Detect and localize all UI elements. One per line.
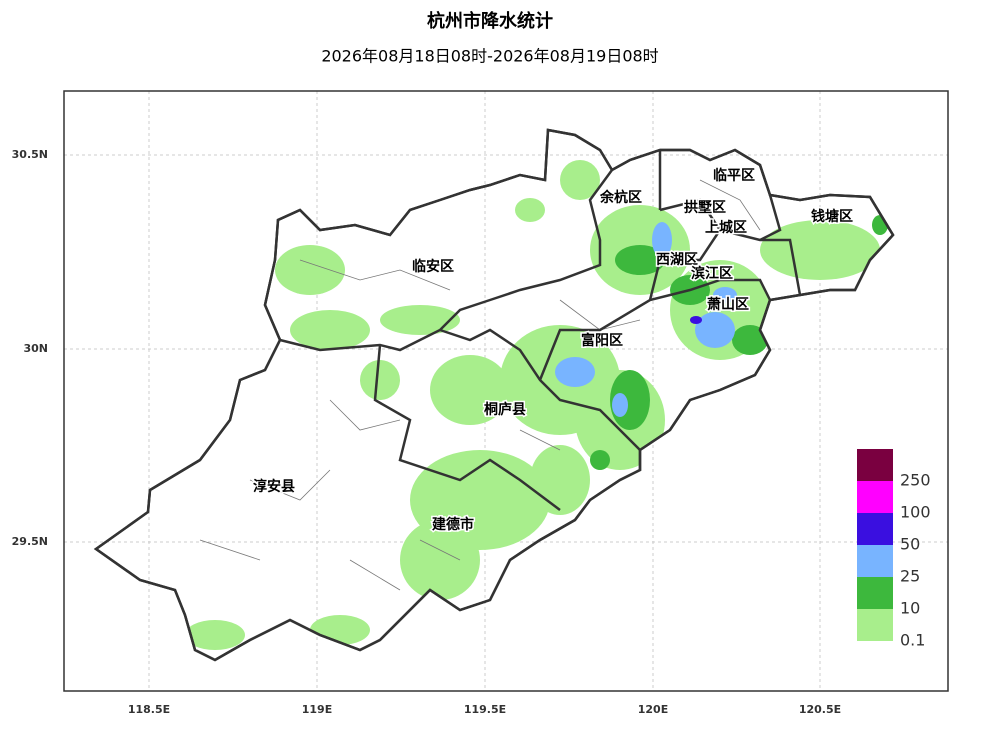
legend-label: 0.1 (900, 631, 925, 650)
legend-label: 25 (900, 567, 920, 586)
district-borders (93, 128, 895, 662)
district-label: 钱塘区 (811, 208, 853, 225)
x-tick-label: 119.5E (464, 703, 506, 716)
district-label: 拱墅区 (684, 199, 726, 216)
x-tick-label: 119E (302, 703, 332, 716)
title: 杭州市降水统计 (427, 10, 553, 32)
x-tick-label: 120.5E (799, 703, 841, 716)
legend-swatch (857, 481, 893, 513)
legend-swatch (857, 577, 893, 609)
district-label: 上城区 (705, 219, 747, 236)
district-label: 临平区 (713, 167, 755, 184)
y-tick-label: 30N (23, 342, 48, 355)
legend-label: 50 (900, 535, 920, 554)
map-frame (63, 90, 949, 692)
district-label: 余杭区 (599, 189, 642, 206)
legend-swatch (857, 449, 893, 481)
legend-label: 10 (900, 599, 920, 618)
legend-swatch (857, 513, 893, 545)
legend-swatch (857, 609, 893, 641)
legend-label: 250 (900, 471, 931, 490)
district-label: 建德市 (432, 516, 474, 533)
x-tick-label: 120E (638, 703, 668, 716)
y-tick-label: 30.5N (12, 148, 48, 161)
district-label: 萧山区 (707, 296, 749, 313)
district-label: 桐庐县 (484, 401, 526, 418)
district-label: 滨江区 (691, 265, 733, 282)
district-label: 西湖区 (656, 252, 698, 268)
district-label: 临安区 (412, 258, 454, 275)
rain-areas (185, 160, 888, 650)
legend-label: 100 (900, 503, 931, 522)
district-label: 淳安县 (253, 478, 295, 495)
subtitle: 2026年08月18日08时-2026年08月19日08时 (321, 47, 658, 66)
x-tick-label: 118.5E (128, 703, 170, 716)
district-label: 富阳区 (581, 332, 623, 349)
y-tick-label: 29.5N (12, 535, 48, 548)
legend-swatch (857, 545, 893, 577)
